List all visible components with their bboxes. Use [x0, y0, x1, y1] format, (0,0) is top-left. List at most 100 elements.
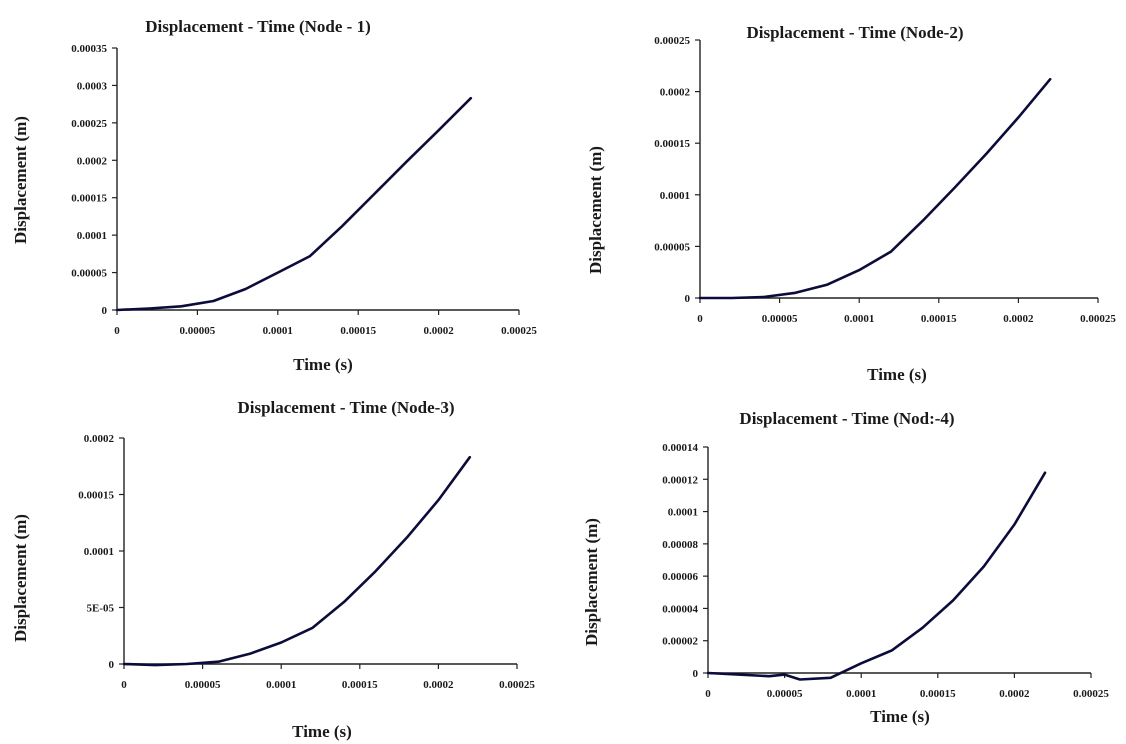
x-tick-label: 0.00015	[340, 325, 376, 337]
data-point	[921, 627, 924, 629]
x-tick-label: 0.00005	[767, 688, 803, 700]
y-axis-label: Displacement (m)	[11, 514, 30, 642]
data-point	[699, 297, 701, 299]
data-point	[469, 456, 471, 459]
data-point	[280, 641, 283, 644]
x-axis-label: Time (s)	[867, 365, 927, 384]
x-tick-label: 0.00025	[1080, 313, 1116, 325]
series-line-1	[706, 471, 1047, 681]
x-tick-label: 0.00015	[342, 679, 378, 691]
x-tick-label: 0.00005	[762, 313, 798, 325]
data-point	[373, 193, 376, 195]
y-tick-label: 0.00004	[662, 603, 698, 615]
data-point	[180, 305, 183, 308]
data-point	[826, 283, 829, 286]
x-tick-label: 0.00025	[501, 325, 537, 337]
data-point	[858, 269, 860, 271]
series-line-1	[122, 455, 472, 667]
chart-panel-2: Displacement - Time (Node-2) 0 0.00005 0.00…	[586, 23, 1116, 384]
data-point	[707, 672, 709, 674]
chart-panel-3: Displacement - Time (Node-3) 0 5E-05 0.0001…	[11, 398, 535, 741]
y-tick-label: 0.00012	[662, 474, 698, 486]
y-tick-label: 0.00002	[662, 636, 698, 648]
y-axis-label: Displacement (m)	[11, 116, 30, 244]
x-tick-label: 0	[121, 679, 127, 691]
x-axis-label: Time (s)	[870, 707, 930, 726]
data-point	[244, 288, 247, 290]
data-point	[343, 601, 345, 603]
data-point	[154, 664, 157, 666]
data-point	[768, 675, 771, 677]
data-point	[217, 660, 220, 663]
data-point	[983, 565, 985, 568]
data-point	[952, 599, 954, 602]
data-point	[1044, 472, 1046, 474]
data-point	[860, 662, 862, 665]
data-point	[890, 250, 892, 253]
data-point	[737, 673, 740, 676]
y-tick-label: 0.0001	[77, 230, 107, 242]
data-point	[470, 97, 472, 99]
data-point	[953, 186, 956, 189]
data-point	[123, 663, 125, 665]
x-tick-label: 0.0002	[1003, 313, 1034, 325]
y-tick-label: 0.0001	[660, 190, 690, 202]
chart-panel-1: Displacement - Time (Node - 1) 0 0.00005 0.…	[11, 17, 537, 374]
x-tick-label: 0.00015	[920, 688, 956, 700]
data-point	[829, 677, 832, 679]
x-tick-label: 0.00015	[921, 313, 957, 325]
series-line-1	[698, 77, 1052, 300]
x-tick-label: 0.0001	[846, 688, 876, 700]
y-tick-label: 0.00006	[662, 571, 698, 583]
y-tick-label: 0.00025	[654, 35, 690, 47]
data-point	[406, 536, 408, 539]
data-point	[148, 307, 150, 310]
y-tick-label: 0.0002	[660, 87, 691, 99]
y-tick-label: 0.0002	[84, 433, 115, 445]
chart-title: Displacement - Time (Node-2)	[746, 23, 963, 42]
x-tick-label: 0	[114, 325, 120, 337]
data-point	[212, 300, 215, 302]
x-tick-label: 0.0001	[263, 325, 293, 337]
x-tick-label: 0.0002	[999, 688, 1030, 700]
y-tick-label: 0	[102, 305, 108, 317]
data-point	[277, 271, 279, 274]
x-tick-label: 0.0002	[423, 325, 454, 337]
chart-title: Displacement - Time (Node - 1)	[145, 17, 371, 36]
data-point	[799, 678, 801, 681]
data-point	[1017, 116, 1020, 119]
data-point	[731, 297, 733, 299]
y-tick-label: 0.00008	[662, 539, 698, 551]
data-point	[116, 309, 118, 311]
data-point	[891, 649, 893, 652]
y-tick-label: 0.00035	[71, 43, 107, 55]
x-tick-label: 0.0001	[844, 313, 874, 325]
x-tick-label: 0.0001	[266, 679, 296, 691]
data-point	[341, 225, 343, 227]
y-tick-label: 0	[685, 293, 691, 305]
chart-panel-4: Displacement - Time (Nod:-4) 0 0.00002 0.00…	[582, 409, 1109, 726]
x-tick-label: 0	[705, 688, 711, 700]
data-point	[437, 129, 440, 132]
data-point	[311, 627, 314, 629]
y-tick-label: 0.00025	[71, 118, 107, 130]
data-point	[437, 499, 440, 501]
y-tick-label: 0.00015	[71, 193, 107, 205]
y-tick-label: 0.00005	[654, 241, 690, 253]
data-point	[186, 663, 188, 665]
x-axis-label: Time (s)	[292, 722, 352, 741]
x-tick-label: 0.00005	[185, 679, 221, 691]
data-point	[405, 161, 408, 163]
data-point	[374, 570, 377, 573]
y-tick-label: 5E-05	[87, 603, 115, 615]
y-tick-label: 0.00005	[71, 268, 107, 280]
data-point	[309, 255, 311, 257]
data-point	[922, 219, 924, 222]
y-axis-label: Displacement (m)	[582, 518, 601, 646]
y-tick-label: 0.00015	[78, 490, 114, 502]
x-tick-label: 0.00025	[499, 679, 535, 691]
y-tick-label: 0.0003	[77, 80, 108, 92]
x-axis-label: Time (s)	[293, 355, 353, 374]
chart-title: Displacement - Time (Nod:-4)	[739, 409, 954, 428]
